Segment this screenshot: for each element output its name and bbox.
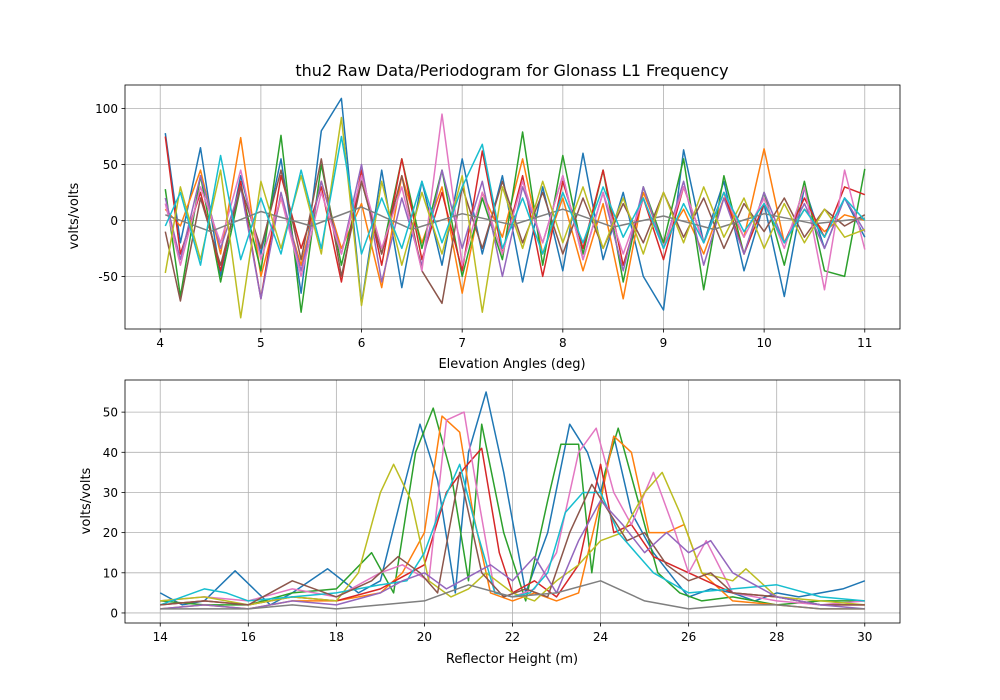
periodogram-x-tick-label: 20 xyxy=(417,630,432,644)
periodogram-series-line-1 xyxy=(159,391,866,606)
raw-data-x-tick-label: 5 xyxy=(257,336,265,350)
periodogram-x-tick-label: 30 xyxy=(857,630,872,644)
raw-data-series-group xyxy=(164,97,866,319)
periodogram-y-tick-label: 20 xyxy=(103,526,118,540)
periodogram-series-line-8 xyxy=(160,471,865,606)
periodogram-x-tick-label: 14 xyxy=(153,630,168,644)
raw-data-axes-frame xyxy=(124,84,901,330)
periodogram-y-tick-label: 0 xyxy=(110,606,118,620)
raw-data-x-tick-label: 9 xyxy=(660,336,668,350)
raw-data-y-tick-label: 100 xyxy=(95,102,118,116)
periodogram-series-line-10 xyxy=(160,580,865,610)
periodogram-y-tick-label: 10 xyxy=(103,566,118,580)
periodogram-x-tick-label: 22 xyxy=(505,630,520,644)
raw-data-x-tick-label: 8 xyxy=(559,336,567,350)
periodogram-series-line-2 xyxy=(160,407,865,606)
raw-data-x-tick-label: 6 xyxy=(358,336,366,350)
raw-data-title: thu2 Raw Data/Periodogram for Glonass L1… xyxy=(295,61,728,80)
raw-data-y-tick-label: 50 xyxy=(103,158,118,172)
raw-data-axes: thu2 Raw Data/Periodogram for Glonass L1… xyxy=(67,61,901,372)
periodogram-grid xyxy=(125,380,900,623)
periodogram-y-axis-label: volts/volts xyxy=(79,467,94,534)
periodogram-x-tick-label: 26 xyxy=(681,630,696,644)
raw-data-x-tick-label: 10 xyxy=(756,336,771,350)
periodogram-x-tick-label: 24 xyxy=(593,630,608,644)
periodogram-x-axis-label: Reflector Height (m) xyxy=(446,652,578,667)
periodogram-x-tick-label: 16 xyxy=(241,630,256,644)
raw-data-series-line-10 xyxy=(164,135,866,266)
periodogram-y-tick-label: 40 xyxy=(103,446,118,460)
periodogram-x-tick-label: 18 xyxy=(329,630,344,644)
periodogram-y-tick-label: 50 xyxy=(103,406,118,420)
periodogram-axes: Reflector Height (m) volts/volts 14 16 18 2… xyxy=(79,379,901,667)
periodogram-series-line-6 xyxy=(160,463,865,606)
raw-data-x-axis-label: Elevation Angles (deg) xyxy=(438,357,585,372)
raw-data-series-line-9 xyxy=(164,116,866,319)
periodogram-y-tick-label: 30 xyxy=(103,486,118,500)
raw-data-x-tick-label: 7 xyxy=(458,336,466,350)
periodogram-series-line-9 xyxy=(160,499,865,610)
periodogram-x-tick-label: 28 xyxy=(769,630,784,644)
raw-data-y-tick-label: -50 xyxy=(98,270,118,284)
periodogram-series-group xyxy=(159,391,866,610)
raw-data-y-tick-label: 0 xyxy=(110,214,118,228)
raw-data-x-tick-label: 11 xyxy=(857,336,872,350)
raw-data-y-axis-label: volts/volts xyxy=(67,182,82,249)
raw-data-x-tick-label: 4 xyxy=(156,336,164,350)
